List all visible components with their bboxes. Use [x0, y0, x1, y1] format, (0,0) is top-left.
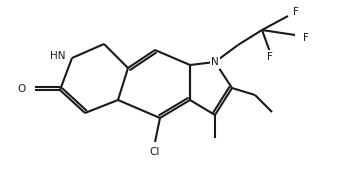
Text: F: F [303, 33, 309, 43]
Text: O: O [18, 84, 26, 94]
Text: Cl: Cl [150, 147, 160, 157]
Text: F: F [293, 7, 299, 17]
Text: F: F [267, 52, 273, 62]
Text: N: N [211, 57, 219, 67]
Text: HN: HN [50, 51, 66, 61]
